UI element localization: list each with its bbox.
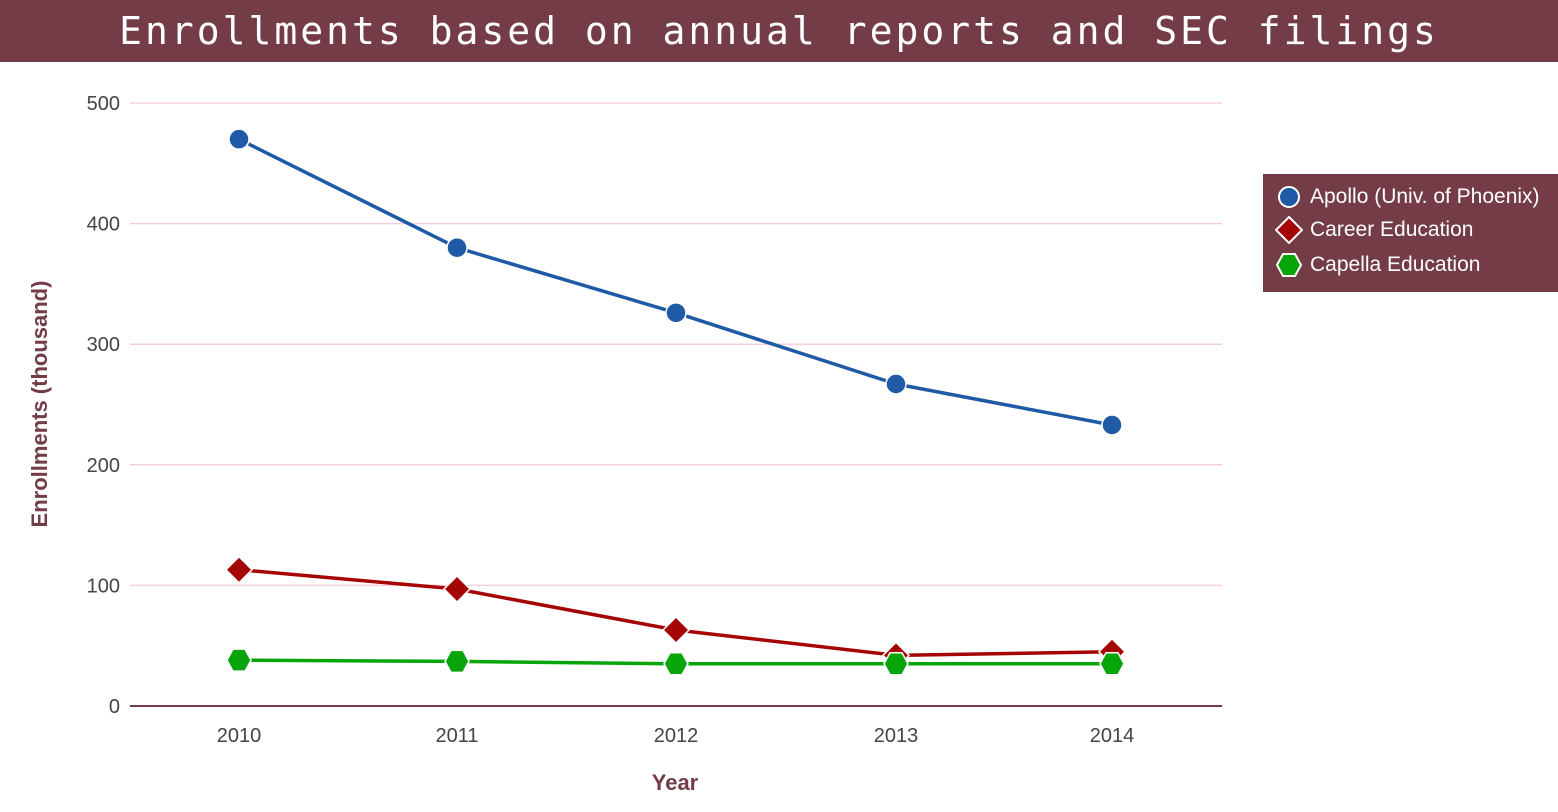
y-tick-label: 300 [87, 334, 120, 356]
series-line [238, 137, 1113, 427]
legend-circle-marker-icon [1278, 186, 1300, 208]
y-tick-label: 500 [87, 93, 120, 115]
data-point-diamond [442, 574, 472, 604]
legend-diamond-marker-icon [1275, 216, 1303, 244]
y-tick-label: 100 [87, 575, 120, 597]
data-point-hexagon [444, 649, 470, 674]
y-tick-label: 0 [109, 696, 120, 718]
data-point-circle [885, 373, 907, 395]
data-point-hexagon [226, 648, 252, 672]
legend: Apollo (Univ. of Phoenix) Career Educati… [1263, 174, 1558, 292]
data-point-diamond [661, 615, 691, 645]
x-tick-label: 2014 [1090, 725, 1135, 747]
y-axis-title: Enrollments (thousand) [27, 281, 52, 528]
data-point-hexagon [1099, 652, 1125, 676]
legend-label: Apollo (Univ. of Phoenix) [1310, 185, 1540, 208]
data-point-circle [1101, 414, 1123, 436]
legend-label: Career Education [1310, 218, 1474, 241]
legend-hexagon-marker-icon [1275, 253, 1303, 277]
chart-title: Enrollments based on annual reports and … [119, 9, 1439, 53]
x-tick-label: 2013 [874, 725, 919, 747]
x-tick-label: 2011 [435, 725, 478, 747]
data-point-hexagon [883, 652, 909, 676]
legend-label: Capella Education [1310, 253, 1481, 276]
data-point-circle [228, 128, 250, 150]
x-tick-label: 2012 [654, 725, 699, 747]
data-point-hexagon [663, 652, 689, 676]
chart-title-bar: Enrollments based on annual reports and … [0, 0, 1558, 62]
data-point-diamond [224, 555, 254, 584]
data-point-circle [446, 236, 468, 259]
data-point-circle [665, 302, 687, 324]
y-tick-label: 200 [87, 455, 120, 477]
y-tick-label: 400 [87, 214, 120, 236]
x-axis-title: Year [652, 770, 699, 795]
x-tick-label: 2010 [217, 725, 262, 747]
